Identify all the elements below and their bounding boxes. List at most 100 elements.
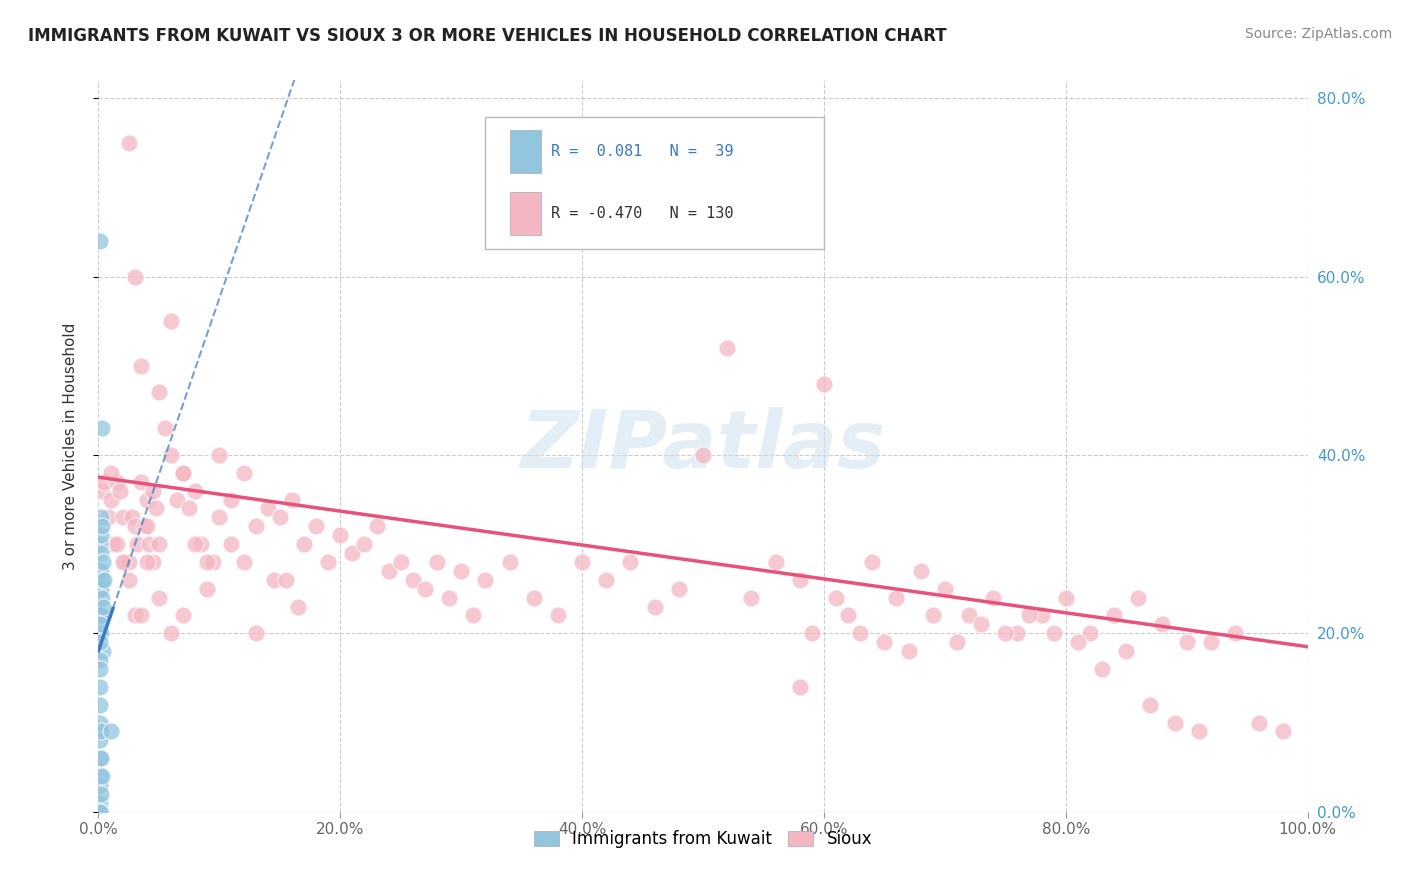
Text: ZIPatlas: ZIPatlas [520,407,886,485]
Point [160,314,183,328]
Point [89,635,111,649]
Point [91,573,114,587]
Point [860,555,883,569]
Point [172,466,194,480]
Point [800,626,823,640]
Point [910,564,932,578]
Point [190,537,212,551]
Point [91,644,114,658]
Point [91,483,114,498]
Point [90,626,112,640]
Point [91,591,114,605]
Point [105,475,128,489]
Point [981,591,1004,605]
Point [89,805,111,819]
Point [1115,644,1137,658]
Point [97,510,120,524]
Point [232,466,254,480]
Point [184,483,207,498]
Point [145,501,167,516]
Point [129,608,152,623]
Point [269,510,291,524]
Point [245,519,267,533]
Point [90,805,112,819]
Point [129,359,152,373]
Point [89,796,111,810]
Point [208,510,231,524]
FancyBboxPatch shape [509,130,541,173]
Point [89,769,111,783]
Point [142,483,165,498]
Point [90,582,112,596]
Point [595,573,617,587]
Point [692,448,714,462]
Point [135,555,157,569]
Point [90,787,112,801]
Point [93,475,115,489]
Point [89,608,111,623]
Point [89,733,111,747]
Point [89,680,111,694]
Text: IMMIGRANTS FROM KUWAIT VS SIOUX 3 OR MORE VEHICLES IN HOUSEHOLD CORRELATION CHAR: IMMIGRANTS FROM KUWAIT VS SIOUX 3 OR MOR… [28,27,946,45]
Text: R = -0.470   N = 130: R = -0.470 N = 130 [551,206,733,221]
Point [897,644,920,658]
Point [172,466,194,480]
Point [91,769,114,783]
Point [118,555,141,569]
Point [970,617,993,632]
Point [101,537,124,551]
Point [91,421,114,435]
Point [668,582,690,596]
Point [100,492,122,507]
Point [957,608,980,623]
Point [166,492,188,507]
Point [256,501,278,516]
Point [90,546,112,560]
Point [463,608,485,623]
Point [740,591,762,605]
Point [437,591,460,605]
Point [89,564,111,578]
Point [118,136,141,150]
Point [1091,662,1114,676]
Legend: Immigrants from Kuwait, Sioux: Immigrants from Kuwait, Sioux [527,823,879,855]
Point [91,519,114,533]
Point [1163,715,1185,730]
Point [91,555,114,569]
Point [160,448,183,462]
Point [1031,608,1053,623]
Point [921,608,943,623]
Point [114,555,136,569]
Point [789,573,811,587]
Point [93,573,115,587]
Point [547,608,569,623]
Point [1078,626,1101,640]
Point [90,608,112,623]
Point [179,501,201,516]
Point [353,537,375,551]
Point [994,626,1017,640]
Point [89,778,111,792]
Point [142,555,165,569]
Point [849,626,872,640]
Point [426,555,449,569]
Point [148,591,170,605]
Point [111,555,134,569]
Point [89,715,111,730]
Point [100,466,122,480]
Point [474,573,496,587]
Point [1223,626,1246,640]
Point [1018,608,1040,623]
Y-axis label: 3 or more Vehicles in Household: 3 or more Vehicles in Household [63,322,77,570]
Point [1067,635,1090,649]
Point [316,555,339,569]
Point [100,724,122,739]
Point [160,626,183,640]
Point [886,591,908,605]
Point [232,555,254,569]
Point [342,546,364,560]
Point [90,751,112,765]
Point [208,448,231,462]
Point [644,599,666,614]
Point [90,564,112,578]
